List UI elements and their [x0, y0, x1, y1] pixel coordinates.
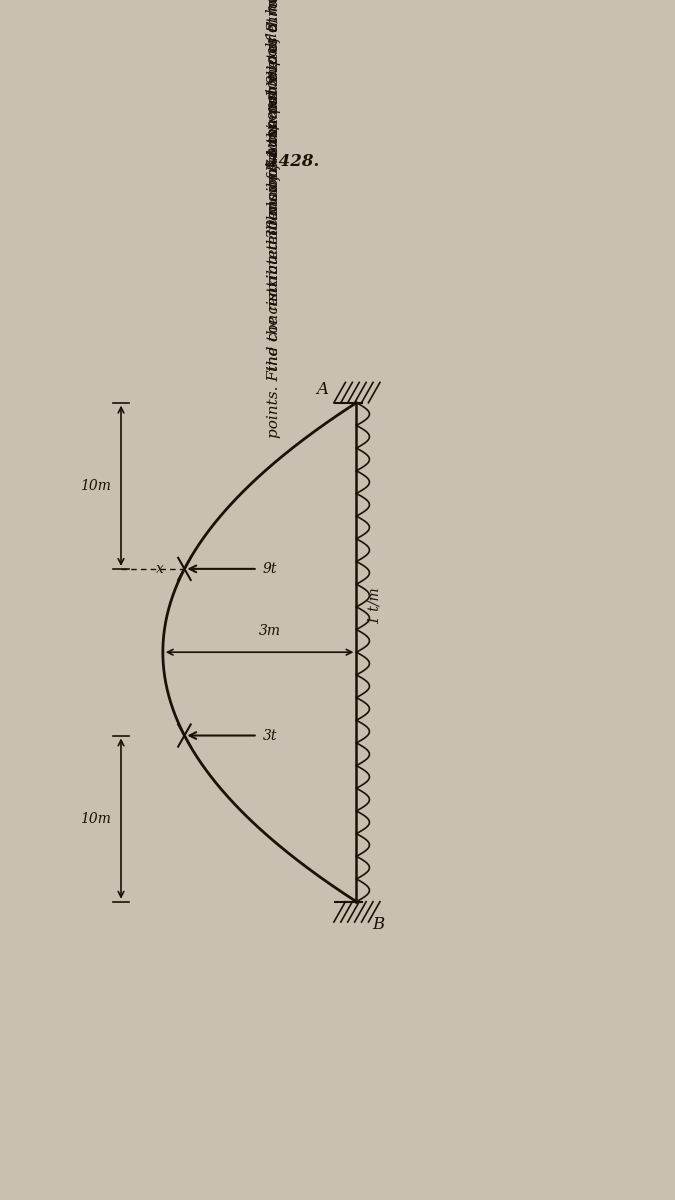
Text: B: B	[372, 916, 384, 932]
Text: 10m: 10m	[80, 479, 111, 493]
Text: A: A	[317, 382, 329, 398]
Text: 3m: 3m	[259, 624, 281, 638]
Text: istribu ted lo ad of 1 ton per meter throughout its length and: istribu ted lo ad of 1 ton per meter thr…	[267, 0, 281, 305]
Text: x: x	[156, 562, 163, 576]
Text: the concentrated loads of 3 lons and 9 tons at middle third: the concentrated loads of 3 lons and 9 t…	[267, 0, 281, 371]
Text: A suspension cable, having supports at samo level, has span of: A suspension cable, having supports at s…	[267, 0, 281, 172]
Text: 1428.: 1428.	[267, 154, 320, 170]
Text: points. Find the maxi.mum tencion in the cable.: points. Find the maxi.mum tencion in the…	[267, 67, 281, 438]
Text: 1 t/m: 1 t/m	[368, 588, 381, 624]
Text: 10m: 10m	[80, 811, 111, 826]
Text: 30 m and maximum dip of 3 m. The cable is ko aded with u.ifote: 30 m and maximum dip of 3 m. The cable i…	[267, 0, 281, 239]
Text: 9t: 9t	[263, 562, 277, 576]
Text: 3t: 3t	[263, 728, 277, 743]
